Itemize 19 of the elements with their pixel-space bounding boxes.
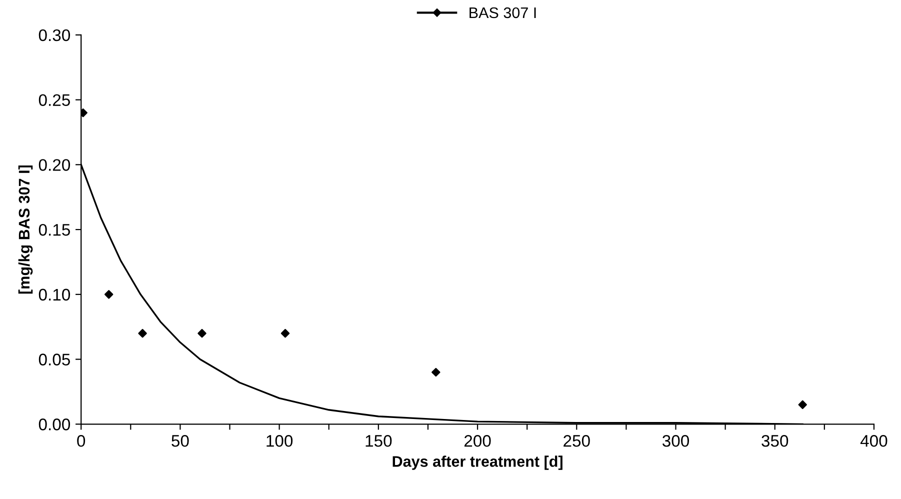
x-tick-label: 250	[564, 435, 590, 447]
x-tick-label: 0	[77, 435, 86, 447]
x-tick-label: 350	[762, 435, 788, 447]
x-tick-label: 100	[266, 435, 293, 447]
y-tick-label: 0.00	[38, 418, 70, 430]
y-tick-label: 0.15	[38, 224, 70, 236]
y-tick-label: 0.30	[38, 29, 70, 42]
y-axis-title: [mg/kg BAS 307 I]	[18, 165, 33, 294]
x-tick-label: 200	[464, 435, 491, 447]
y-tick-label: 0.25	[38, 94, 70, 106]
x-tick-label: 50	[172, 435, 189, 447]
y-tick-label: 0.05	[38, 354, 70, 366]
x-tick-label: 400	[860, 435, 888, 447]
y-tick-label: 0.10	[38, 288, 70, 301]
legend-label: BAS 307 I	[470, 7, 536, 18]
x-tick-label: 300	[662, 435, 690, 447]
x-axis-title: Days after treatment [d]	[392, 456, 562, 470]
y-tick-label: 0.20	[38, 159, 70, 171]
x-tick-label: 150	[366, 435, 392, 447]
